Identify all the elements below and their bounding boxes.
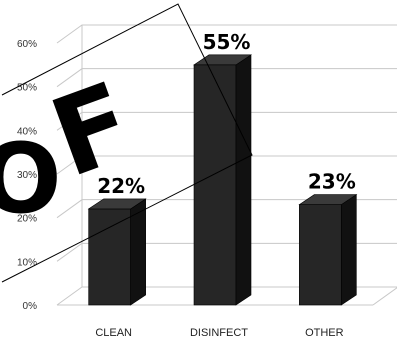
data-labels: 22% 55% 23% <box>97 30 356 198</box>
x-category-label: OTHER <box>305 327 344 339</box>
y-tick-label: 0% <box>23 301 38 312</box>
bar-side <box>235 54 252 306</box>
gridline <box>56 199 397 219</box>
x-axis-categories: CLEAN DISINFECT OTHER <box>95 327 343 339</box>
gridline <box>56 286 397 306</box>
gridline <box>56 24 397 44</box>
bar <box>193 64 237 306</box>
y-tick-label: 20% <box>17 214 37 225</box>
bar <box>88 208 131 306</box>
data-label: 23% <box>308 170 356 194</box>
floor-edge-right <box>372 287 397 306</box>
y-axis-ticks: 0% 10% 20% 30% 40% 50% 60% <box>17 39 37 312</box>
gridline <box>56 242 397 262</box>
bar-top <box>298 194 358 205</box>
data-label: 55% <box>203 30 251 54</box>
y-tick-label: 30% <box>17 170 37 181</box>
x-category-label: DISINFECT <box>190 327 248 339</box>
annotation-line <box>1 3 253 283</box>
bar <box>299 204 342 306</box>
x-category-label: CLEAN <box>95 327 132 339</box>
bar-side <box>341 194 357 306</box>
gridline <box>56 155 397 175</box>
y-tick-label: 60% <box>17 39 37 50</box>
gridline <box>56 68 397 88</box>
y-tick-label: 10% <box>17 257 37 268</box>
bar-top <box>87 198 147 210</box>
y-tick-label: 50% <box>17 83 37 94</box>
bar-side <box>130 198 146 306</box>
overlay-letter-o: O <box>0 123 62 235</box>
bars <box>87 54 358 306</box>
y-tick-label: 40% <box>17 126 37 137</box>
data-label: 22% <box>97 174 145 198</box>
gridline <box>56 111 397 131</box>
